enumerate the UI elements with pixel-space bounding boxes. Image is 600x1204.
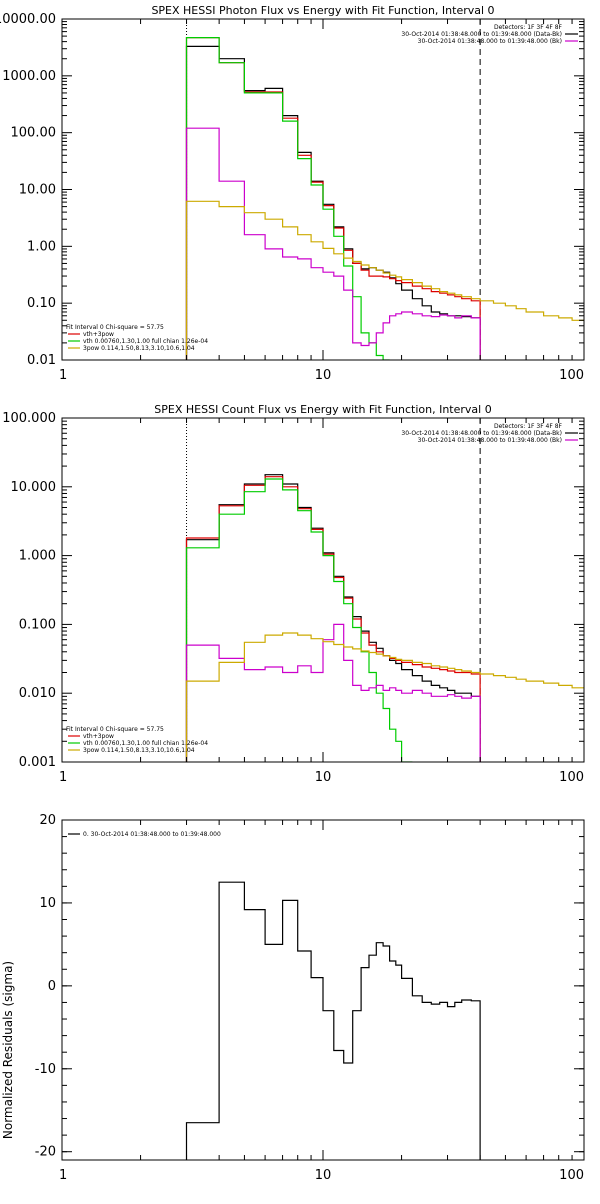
y-tick-label: 1.00: [27, 239, 56, 254]
y-tick-label: 10.000: [11, 480, 57, 495]
x-tick-label: 10: [315, 368, 332, 383]
y-tick-label: -10: [35, 1062, 56, 1077]
y-tick-label: 10.00: [19, 183, 56, 198]
legend-entry: vth 0.00760,1.30,1.00 full chian 1.26e-0…: [83, 740, 208, 747]
y-tick-label: 1000.00: [2, 69, 56, 84]
y-tick-label: 0.10: [27, 296, 56, 311]
x-tick-label: 1: [59, 368, 67, 383]
y-tick-label: 10000.00: [0, 12, 56, 27]
chart-title: SPEX HESSI Count Flux vs Energy with Fit…: [154, 403, 491, 416]
count-flux-panel: SPEX HESSI Count Flux vs Energy with Fit…: [2, 403, 585, 785]
y-tick-label: -20: [35, 1145, 56, 1160]
x-tick-label: 100: [559, 1168, 584, 1183]
y-tick-label: 0.100: [19, 617, 56, 632]
legend-entry: 3pow 0.114,1.50,8.13,3.10,10.6,1.04: [83, 747, 195, 754]
info-line: 30-Oct-2014 01:38:48.000 to 01:39:48.000…: [401, 31, 562, 38]
spectrum-series-2: [185, 478, 413, 762]
spectrum-series-1: [185, 476, 481, 762]
x-tick-label: 10: [315, 770, 332, 785]
spectrum-series-0: [185, 474, 481, 762]
legend-entry: Fit Interval 0 Chi-square = 57.75: [66, 726, 164, 733]
y-tick-label: 0.010: [19, 686, 56, 701]
spectrum-series-2: [185, 37, 390, 360]
legend-entry: vth+3pow: [83, 331, 114, 338]
y-tick-label: 20: [39, 813, 56, 828]
y-axis-label: Normalized Residuals (sigma): [1, 961, 15, 1139]
plot-frame: [61, 417, 585, 763]
spectrum-series-3: [185, 623, 481, 762]
legend-entry: vth+3pow: [83, 733, 114, 740]
spectrum-series-0: [185, 45, 481, 360]
y-tick-label: 0.001: [19, 755, 56, 770]
x-tick-label: 10: [315, 1168, 332, 1183]
chart-title: SPEX HESSI Photon Flux vs Energy with Fi…: [151, 4, 494, 17]
y-tick-label: 100.000: [2, 411, 56, 426]
y-tick-label: 0: [48, 979, 56, 994]
x-tick-label: 1: [59, 1168, 67, 1183]
photon-flux-panel: SPEX HESSI Photon Flux vs Energy with Fi…: [0, 4, 585, 383]
info-line: 30-Oct-2014 01:38:48.000 to 01:39:48.000…: [401, 430, 562, 437]
residuals-panel: 1 10 100 -20 -10 0 10 20 Normalized Residuals (s…: [1, 813, 585, 1183]
spectrum-series-0: [185, 881, 481, 1160]
info-line: 30-Oct-2014 01:38:48.000 to 01:39:48.000…: [418, 38, 562, 45]
info-line: Detectors: 1F 3F 4F 8F: [494, 24, 563, 31]
spectrum-series-1: [185, 37, 481, 360]
x-tick-label: 1: [59, 770, 67, 785]
legend-entry: 3pow 0.114,1.50,8.13,3.10,10.6,1.04: [83, 345, 195, 352]
info-line: 30-Oct-2014 01:38:48.000 to 01:39:48.000…: [418, 437, 562, 444]
spectrum-series-4: [185, 200, 584, 360]
legend-entry: Fit Interval 0 Chi-square = 57.75: [66, 324, 164, 331]
y-tick-label: 10: [39, 896, 56, 911]
x-tick-label: 100: [559, 368, 584, 383]
spectrum-series-3: [185, 127, 481, 360]
legend-entry: vth 0.00760,1.30,1.00 full chian 1.26e-0…: [83, 338, 208, 345]
info-line: Detectors: 1F 3F 4F 8F: [494, 423, 563, 430]
y-tick-label: 1.000: [19, 549, 56, 564]
y-tick-label: 100.00: [11, 126, 57, 141]
x-tick-label: 100: [559, 770, 584, 785]
spectrum-series-4: [185, 632, 584, 762]
legend-entry: 0. 30-Oct-2014 01:38:48.000 to 01:39:48.…: [83, 831, 221, 838]
y-tick-label: 0.01: [27, 353, 56, 368]
